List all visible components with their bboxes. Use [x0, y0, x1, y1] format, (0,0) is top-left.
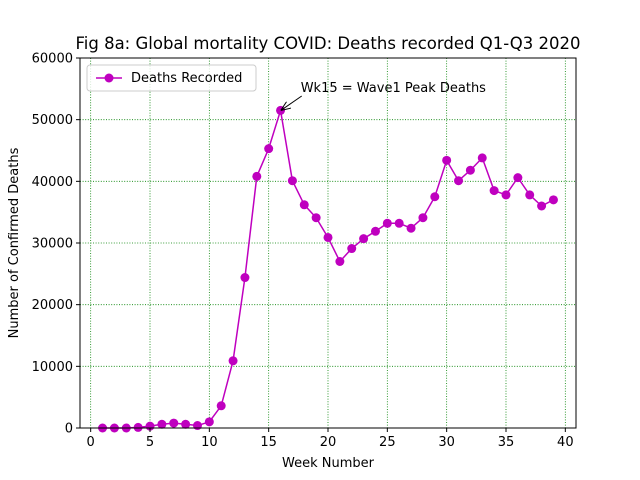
annotations-group: Wk15 = Wave1 Peak Deaths: [282, 81, 486, 110]
data-point: [276, 105, 286, 115]
x-tick-label: 40: [557, 435, 574, 450]
data-point: [347, 244, 357, 254]
data-point: [287, 176, 297, 186]
x-tick-label: 0: [87, 435, 95, 450]
data-point: [264, 144, 274, 154]
chart-title: Fig 8a: Global mortality COVID: Deaths r…: [75, 34, 580, 53]
data-point: [216, 401, 226, 411]
y-tick-label: 0: [65, 422, 73, 437]
data-point: [430, 192, 440, 202]
data-point: [465, 165, 475, 175]
data-point: [323, 232, 333, 242]
legend-entry-deaths-recorded: Deaths Recorded: [131, 71, 242, 86]
x-tick-label: 30: [438, 435, 455, 450]
data-point: [548, 195, 558, 205]
annotation-arrow: [282, 95, 302, 110]
data-point: [454, 176, 464, 186]
data-point: [370, 226, 380, 236]
data-point: [359, 234, 369, 244]
legend-box: [86, 64, 257, 92]
y-tick-label: 60000: [32, 52, 73, 67]
x-tick-label: 20: [320, 435, 337, 450]
legend: Deaths Recorded: [86, 64, 257, 92]
data-point: [489, 186, 499, 196]
data-point: [169, 418, 179, 428]
data-point: [442, 155, 452, 165]
y-tick-label: 40000: [32, 175, 73, 190]
data-point: [406, 223, 416, 233]
data-point: [513, 173, 523, 183]
x-tick-label: 10: [201, 435, 218, 450]
data-point: [382, 218, 392, 228]
data-point: [181, 419, 191, 429]
data-point: [192, 421, 202, 431]
data-point: [133, 422, 143, 432]
annotation-text: Wk15 = Wave1 Peak Deaths: [301, 81, 486, 96]
y-tick-label: 30000: [32, 237, 73, 252]
x-tick-label: 5: [146, 435, 154, 450]
data-point: [477, 153, 487, 163]
x-tick-label: 35: [498, 435, 515, 450]
legend-marker-sample: [104, 73, 114, 83]
y-tick-label: 50000: [32, 113, 73, 128]
data-point: [311, 213, 321, 223]
x-tick-label: 25: [379, 435, 396, 450]
data-point: [537, 201, 547, 211]
data-point: [252, 171, 262, 181]
x-axis-label: Week Number: [282, 456, 375, 471]
data-point: [228, 356, 238, 366]
ticks-group: 0 5 10 15 20 25 30 35 40 0 10000 20000 30000 40000 500…: [32, 52, 574, 451]
y-tick-label: 20000: [32, 298, 73, 313]
data-point: [394, 218, 404, 228]
data-point: [418, 213, 428, 223]
data-point: [525, 190, 535, 200]
y-axis-label: Number of Confirmed Deaths: [7, 147, 22, 338]
y-tick-label: 10000: [32, 360, 73, 375]
data-point: [157, 419, 167, 429]
data-point: [204, 417, 214, 427]
data-point: [240, 273, 250, 283]
x-tick-label: 15: [260, 435, 277, 450]
data-point: [501, 190, 511, 200]
data-point: [299, 200, 309, 210]
data-point: [335, 257, 345, 266]
